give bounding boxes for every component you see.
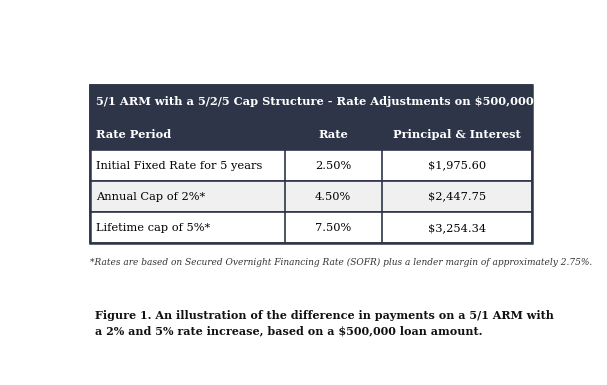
Text: *Rates are based on Secured Overnight Financing Rate (SOFR) plus a lender margin: *Rates are based on Secured Overnight Fi… — [90, 258, 592, 267]
Bar — [90, 181, 532, 212]
Text: Principal & Interest: Principal & Interest — [393, 129, 521, 140]
Text: 2.50%: 2.50% — [315, 161, 351, 171]
Text: 4.50%: 4.50% — [315, 192, 351, 202]
Text: Figure 1. An illustration of the difference in payments on a 5/1 ARM with
a 2% a: Figure 1. An illustration of the differe… — [95, 310, 554, 336]
Bar — [90, 85, 532, 119]
Bar — [90, 119, 532, 150]
Text: Lifetime cap of 5%*: Lifetime cap of 5%* — [96, 223, 210, 233]
Text: 7.50%: 7.50% — [315, 223, 351, 233]
Text: 5/1 ARM with a 5/2/5 Cap Structure - Rate Adjustments on $500,000 loan: 5/1 ARM with a 5/2/5 Cap Structure - Rat… — [96, 96, 565, 107]
Text: $3,254.34: $3,254.34 — [428, 223, 486, 233]
Text: $2,447.75: $2,447.75 — [428, 192, 486, 202]
Bar — [90, 212, 532, 243]
Bar — [90, 85, 532, 243]
Text: Rate: Rate — [318, 129, 348, 140]
Bar — [90, 150, 532, 181]
Text: Initial Fixed Rate for 5 years: Initial Fixed Rate for 5 years — [96, 161, 262, 171]
Text: $1,975.60: $1,975.60 — [428, 161, 486, 171]
Text: Rate Period: Rate Period — [96, 129, 171, 140]
Text: Annual Cap of 2%*: Annual Cap of 2%* — [96, 192, 205, 202]
